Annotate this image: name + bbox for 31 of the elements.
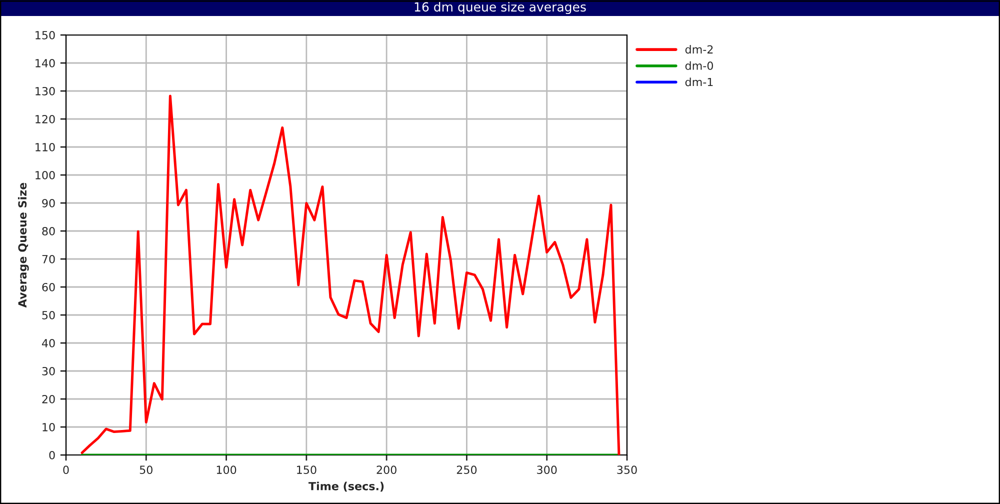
y-tick-label: 60 [42,282,55,292]
x-tick-label: 300 [537,466,557,474]
y-tick-label: 120 [36,114,55,124]
y-tick-label: 110 [36,142,55,152]
x-tick-label: 150 [297,466,316,474]
y-tick-label: 90 [42,198,55,208]
y-tick-label: 10 [42,422,55,432]
x-tick-label: 250 [456,466,477,474]
legend-label: dm-1 [685,78,713,86]
legend-label: dm-0 [685,61,713,70]
y-tick-label: 130 [36,86,55,96]
y-tick-label: 30 [42,366,55,376]
x-axis-title: Time (secs.) [308,482,384,492]
x-tick-label: 350 [617,466,637,474]
x-tick-label: 0 [63,466,69,474]
x-tick-label: 100 [216,466,236,474]
y-tick-label: 70 [42,254,55,264]
y-tick-label: 100 [36,170,55,180]
x-tick-label: 200 [376,466,396,474]
y-tick-label: 140 [36,58,55,68]
y-tick-label: 80 [42,226,55,236]
y-tick-label: 150 [36,30,55,40]
y-axis-title: Average Queue Size [18,182,29,308]
y-tick-label: 0 [49,450,55,460]
chart-title: 16 dm queue size averages [414,2,586,14]
x-tick-label: 50 [140,466,152,474]
y-tick-label: 20 [42,394,55,404]
line-series [80,94,620,455]
legend-label: dm-2 [685,45,713,54]
y-tick-label: 50 [42,310,55,320]
y-tick-label: 40 [42,338,55,348]
